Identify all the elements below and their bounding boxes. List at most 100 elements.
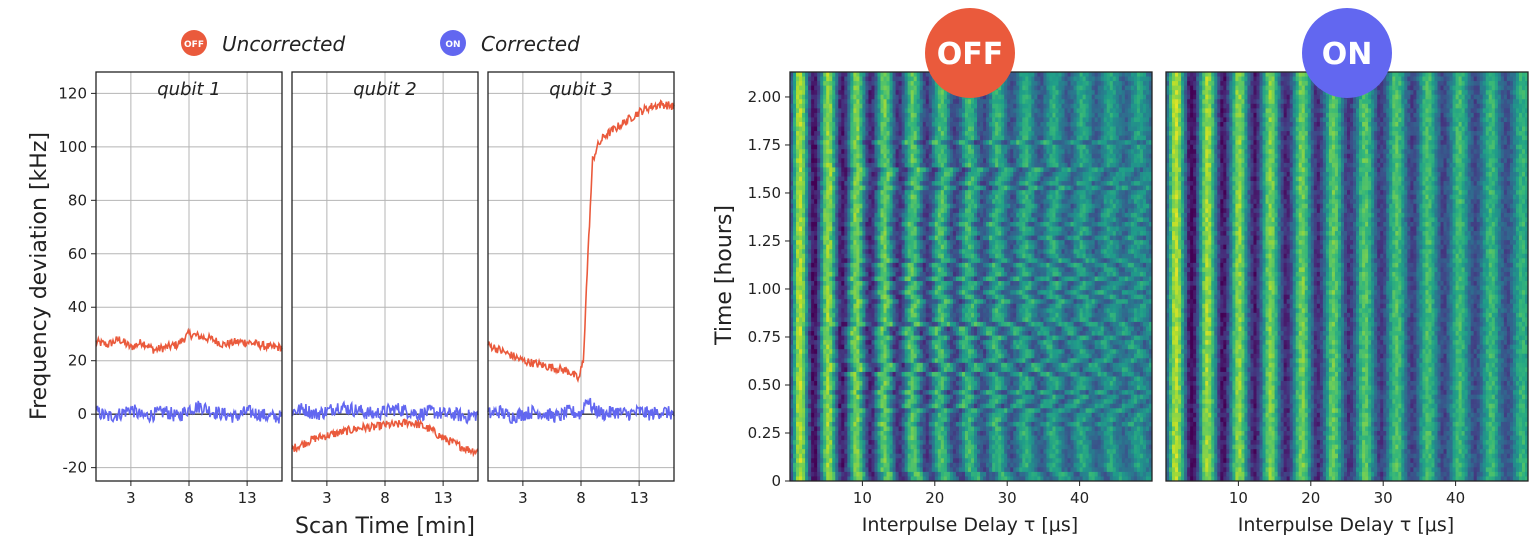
heatmap-cell xyxy=(820,249,823,254)
heatmap-cell xyxy=(1116,231,1119,236)
heatmap-cell xyxy=(1034,127,1037,132)
heatmap-cell xyxy=(1058,181,1061,186)
heatmap-cell xyxy=(1074,136,1077,141)
heatmap-cell xyxy=(1080,227,1083,232)
heatmap-cell xyxy=(1080,86,1083,91)
heatmap-cell xyxy=(1028,163,1031,168)
heatmap-cell xyxy=(1086,158,1089,163)
heatmap-cell xyxy=(953,122,956,127)
heatmap-cell xyxy=(977,217,980,222)
heatmap-cell xyxy=(1110,208,1113,213)
heatmap-cell xyxy=(1080,217,1083,222)
heatmap-cell xyxy=(802,99,805,104)
heatmap-cell xyxy=(1128,154,1131,159)
heatmap-cell xyxy=(938,245,941,250)
heatmap-cell xyxy=(856,240,859,245)
heatmap-cell xyxy=(802,231,805,236)
heatmap-cell xyxy=(1116,117,1119,122)
heatmap-cell xyxy=(896,172,899,177)
heatmap-cell xyxy=(1068,177,1071,182)
heatmap-cell xyxy=(1037,136,1040,141)
heatmap-cell xyxy=(914,199,917,204)
heatmap-cell xyxy=(853,236,856,241)
heatmap-cell xyxy=(1004,177,1007,182)
heatmap-cell xyxy=(920,72,923,77)
heatmap-cell xyxy=(917,104,920,109)
heatmap-cell xyxy=(850,181,853,186)
heatmap-cell xyxy=(905,81,908,86)
heatmap-cell xyxy=(992,172,995,177)
heatmap-cell xyxy=(935,163,938,168)
heatmap-cell xyxy=(793,108,796,113)
heatmap-cell xyxy=(1101,104,1104,109)
heatmap-cell xyxy=(983,149,986,154)
heatmap-cell xyxy=(911,254,914,259)
heatmap-cell xyxy=(1128,227,1131,232)
heatmap-cell xyxy=(938,127,941,132)
heatmap-cell xyxy=(1074,122,1077,127)
heatmap-cell xyxy=(841,95,844,100)
heatmap-cell xyxy=(992,227,995,232)
heatmap-cell xyxy=(929,86,932,91)
heatmap-cell xyxy=(1086,231,1089,236)
heatmap-cell xyxy=(1022,240,1025,245)
heatmap-cell xyxy=(817,127,820,132)
heatmap-cell xyxy=(941,172,944,177)
heatmap-cell xyxy=(1013,81,1016,86)
heatmap-cell xyxy=(814,104,817,109)
heatmap-cell xyxy=(980,177,983,182)
heatmap-cell xyxy=(1004,172,1007,177)
heatmap-cell xyxy=(1010,190,1013,195)
heatmap-cell xyxy=(1095,108,1098,113)
heatmap-cell xyxy=(947,167,950,172)
heatmap-cell xyxy=(793,99,796,104)
heatmap-cell xyxy=(899,167,902,172)
heatmap-cell xyxy=(856,213,859,218)
heatmap-cell xyxy=(877,186,880,191)
heatmap-cell xyxy=(911,99,914,104)
heatmap-cell xyxy=(929,186,932,191)
heatmap-cell xyxy=(811,217,814,222)
heatmap-cell xyxy=(899,245,902,250)
heatmap-cell xyxy=(796,77,799,82)
heatmap-cell xyxy=(980,208,983,213)
heatmap-cell xyxy=(986,136,989,141)
heatmap-cell xyxy=(1110,113,1113,118)
heatmap-cell xyxy=(814,199,817,204)
heatmap-cell xyxy=(1010,177,1013,182)
heatmap-cell xyxy=(959,181,962,186)
heatmap-cell xyxy=(853,77,856,82)
heatmap-cell xyxy=(808,95,811,100)
heatmap-cell xyxy=(1019,131,1022,136)
heatmap-cell xyxy=(1074,145,1077,150)
heatmap-cell xyxy=(1055,81,1058,86)
heatmap-cell xyxy=(1037,249,1040,254)
heatmap-cell xyxy=(905,149,908,154)
heatmap-cell xyxy=(865,213,868,218)
heatmap-cell xyxy=(995,145,998,150)
heatmap-cell xyxy=(944,104,947,109)
heatmap-cell xyxy=(911,127,914,132)
heatmap-cell xyxy=(1052,227,1055,232)
heatmap-cell xyxy=(1040,172,1043,177)
heatmap-cell xyxy=(884,208,887,213)
heatmap-cell xyxy=(871,249,874,254)
heatmap-cell xyxy=(1052,249,1055,254)
heatmap-cell xyxy=(953,145,956,150)
heatmap-cell xyxy=(1043,99,1046,104)
heatmap-cell xyxy=(983,186,986,191)
heatmap-cell xyxy=(1049,217,1052,222)
heatmap-cell xyxy=(941,140,944,145)
heatmap-cell xyxy=(1016,127,1019,132)
heatmap-cell xyxy=(1092,222,1095,227)
heatmap-cell xyxy=(844,95,847,100)
heatmap-cell xyxy=(1107,154,1110,159)
heatmap-cell xyxy=(1116,77,1119,82)
heatmap-cell xyxy=(899,140,902,145)
heatmap-cell xyxy=(941,245,944,250)
heatmap-cell xyxy=(1077,217,1080,222)
heatmap-cell xyxy=(1058,122,1061,127)
heatmap-cell xyxy=(953,199,956,204)
heatmap-cell xyxy=(1116,158,1119,163)
heatmap-cell xyxy=(959,163,962,168)
